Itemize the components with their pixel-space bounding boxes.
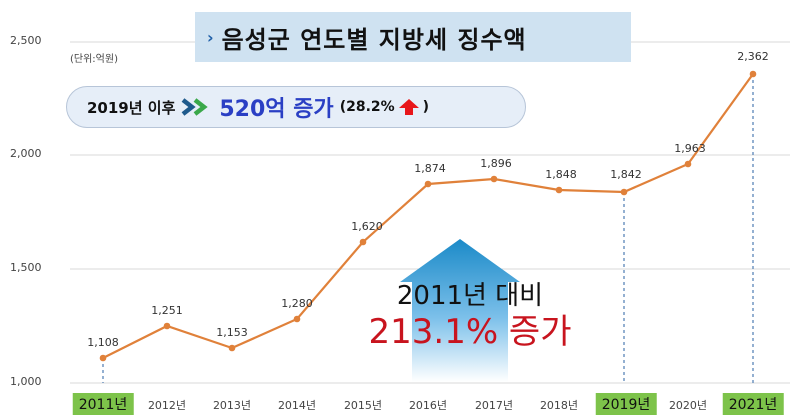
x-label-2016: 2016년 bbox=[408, 399, 448, 412]
center-annotation-line1: 2011년 대비 bbox=[396, 281, 544, 311]
callout-amount: 520억 증가 bbox=[219, 97, 334, 122]
callout-percent-text: (28.2% bbox=[339, 99, 395, 115]
callout-percent: (28.2% ) bbox=[340, 98, 429, 116]
x-label-2011: 2011년 bbox=[72, 393, 134, 415]
chevron-right-icon: › bbox=[207, 27, 214, 47]
x-label-2020: 2020년 bbox=[668, 399, 708, 412]
data-label-2015: 1,620 bbox=[351, 220, 383, 233]
x-label-2021: 2021년 bbox=[722, 393, 784, 415]
data-label-2013: 1,153 bbox=[216, 326, 248, 339]
data-label-2011: 1,108 bbox=[87, 336, 119, 349]
red-up-arrow-icon bbox=[398, 99, 419, 115]
y-tick-2500: 2,500 bbox=[10, 34, 42, 47]
series-markers bbox=[99, 70, 757, 362]
x-label-2015: 2015년 bbox=[343, 399, 383, 412]
x-label-2014: 2014년 bbox=[277, 399, 317, 412]
double-chevron-right-icon bbox=[181, 97, 217, 117]
data-label-2021: 2,362 bbox=[737, 50, 769, 63]
x-label-2017: 2017년 bbox=[474, 399, 514, 412]
x-label-2012: 2012년 bbox=[147, 399, 187, 412]
data-label-2016: 1,874 bbox=[414, 162, 446, 175]
callout-lead: 2019년 이후 bbox=[87, 98, 176, 117]
callout-close-paren: ) bbox=[422, 99, 430, 115]
y-tick-1000: 1,000 bbox=[10, 375, 42, 388]
x-label-2019: 2019년 bbox=[595, 393, 657, 415]
unit-label: (단위:억원) bbox=[70, 54, 118, 65]
data-label-2017: 1,896 bbox=[480, 157, 512, 170]
dashed-markers bbox=[102, 74, 754, 383]
data-label-2014: 1,280 bbox=[281, 297, 313, 310]
data-label-2019: 1,842 bbox=[610, 168, 642, 181]
y-tick-1500: 1,500 bbox=[10, 261, 42, 274]
x-label-2018: 2018년 bbox=[539, 399, 579, 412]
chart-title: › 음성군 연도별 지방세 징수액 bbox=[195, 12, 631, 62]
chart-title-text: 음성군 연도별 지방세 징수액 bbox=[221, 25, 527, 54]
increase-callout: 2019년 이후 520억 증가 (28.2% ) bbox=[66, 86, 526, 128]
center-annotation-line2: 213.1% 증가 bbox=[368, 312, 572, 352]
data-label-2012: 1,251 bbox=[151, 304, 183, 317]
data-label-2018: 1,848 bbox=[545, 168, 577, 181]
center-annotation: 2011년 대비 213.1% 증가 bbox=[350, 280, 590, 352]
y-tick-2000: 2,000 bbox=[10, 147, 42, 160]
up-arrow-graphic bbox=[400, 239, 520, 382]
x-label-2013: 2013년 bbox=[212, 399, 252, 412]
data-label-2020: 1,963 bbox=[674, 142, 706, 155]
